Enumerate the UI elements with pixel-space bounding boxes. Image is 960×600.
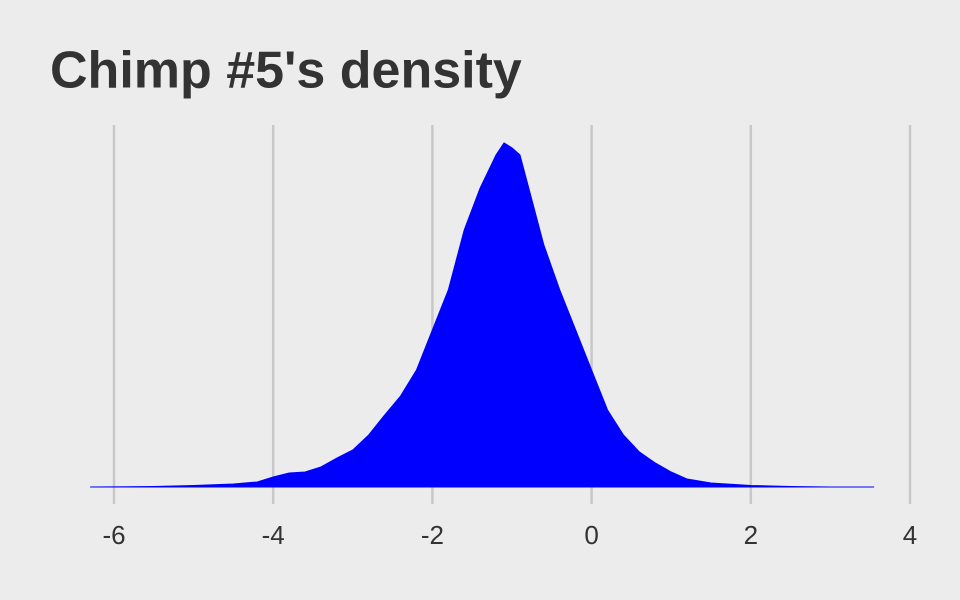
- x-tick-label: 0: [584, 520, 598, 550]
- x-tick-label: -2: [421, 520, 444, 550]
- chart-title: Chimp #5's density: [50, 42, 522, 100]
- x-tick-label: 4: [903, 520, 917, 550]
- x-tick-label: 2: [744, 520, 758, 550]
- x-tick-label: -6: [102, 520, 125, 550]
- x-tick-label: -4: [262, 520, 285, 550]
- density-area: [90, 142, 875, 488]
